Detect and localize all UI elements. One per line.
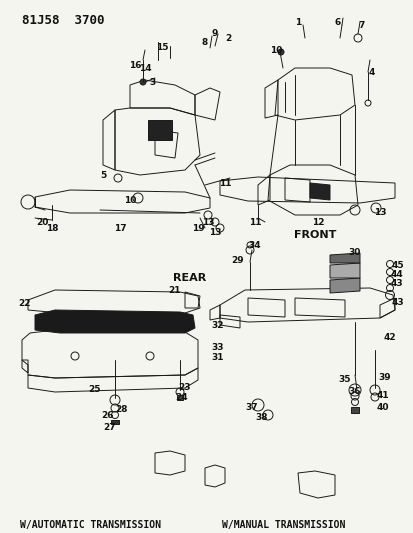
Text: W/MANUAL TRANSMISSION: W/MANUAL TRANSMISSION (221, 520, 344, 530)
Text: 34: 34 (248, 240, 261, 249)
Text: REAR: REAR (173, 273, 206, 283)
Text: 14: 14 (138, 63, 151, 72)
Polygon shape (111, 420, 119, 424)
Text: 39: 39 (378, 374, 390, 383)
Text: 41: 41 (376, 391, 388, 400)
Text: 42: 42 (383, 334, 395, 343)
Text: 1: 1 (294, 18, 300, 27)
Text: 22: 22 (19, 298, 31, 308)
Text: 11: 11 (218, 179, 231, 188)
Text: 30: 30 (348, 247, 360, 256)
Text: 26: 26 (102, 410, 114, 419)
Text: 35: 35 (338, 376, 350, 384)
Text: 5: 5 (100, 171, 106, 180)
Polygon shape (329, 278, 359, 293)
Text: 31: 31 (211, 353, 224, 362)
Polygon shape (329, 253, 359, 263)
Text: FRONT: FRONT (293, 230, 335, 240)
Text: 8: 8 (202, 37, 208, 46)
Text: 21: 21 (169, 286, 181, 295)
Text: 25: 25 (88, 385, 101, 394)
Text: 45: 45 (391, 261, 404, 270)
Text: 32: 32 (211, 320, 224, 329)
Text: 17: 17 (114, 223, 126, 232)
Text: 12: 12 (311, 217, 323, 227)
Text: 2: 2 (224, 34, 230, 43)
Polygon shape (329, 263, 359, 278)
Text: 43: 43 (391, 297, 404, 306)
Text: 81J58  3700: 81J58 3700 (22, 14, 104, 27)
Text: 28: 28 (116, 406, 128, 415)
Text: 11: 11 (248, 217, 261, 227)
Text: 6: 6 (334, 18, 340, 27)
Text: 20: 20 (36, 217, 48, 227)
Text: 10: 10 (269, 45, 282, 54)
Text: 3: 3 (150, 77, 156, 86)
Text: 18: 18 (46, 223, 58, 232)
Text: 13: 13 (201, 217, 214, 227)
Text: 16: 16 (128, 61, 141, 69)
Text: 24: 24 (175, 393, 188, 402)
Text: 43: 43 (390, 279, 402, 287)
Text: 37: 37 (245, 403, 258, 413)
Circle shape (140, 79, 146, 85)
Text: 40: 40 (376, 403, 388, 413)
Text: 15: 15 (155, 43, 168, 52)
Text: W/AUTOMATIC TRANSMISSION: W/AUTOMATIC TRANSMISSION (20, 520, 161, 530)
Text: 36: 36 (348, 387, 361, 397)
Text: 27: 27 (103, 424, 116, 432)
Text: 29: 29 (231, 255, 244, 264)
Polygon shape (350, 407, 358, 413)
Polygon shape (309, 183, 329, 200)
Text: 38: 38 (255, 414, 268, 423)
Text: 19: 19 (191, 223, 204, 232)
Text: 4: 4 (368, 68, 374, 77)
Text: 13: 13 (208, 228, 221, 237)
Polygon shape (35, 310, 195, 333)
Text: 44: 44 (390, 270, 402, 279)
Text: 13: 13 (373, 207, 385, 216)
Text: 33: 33 (211, 343, 224, 352)
Circle shape (277, 49, 283, 55)
Text: 9: 9 (211, 28, 218, 37)
Text: 23: 23 (178, 384, 191, 392)
Polygon shape (177, 395, 183, 400)
Text: 7: 7 (358, 20, 364, 29)
Polygon shape (147, 120, 171, 140)
Text: 10: 10 (123, 196, 136, 205)
